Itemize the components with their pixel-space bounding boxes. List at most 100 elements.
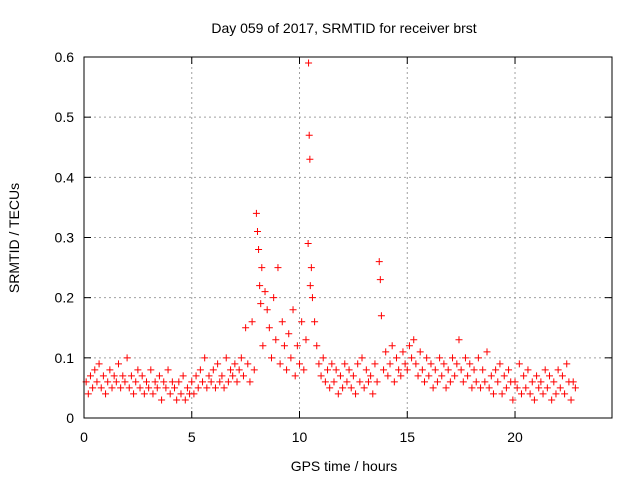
data-point	[464, 372, 472, 380]
data-point	[237, 354, 245, 362]
data-point	[250, 366, 258, 374]
data-point	[330, 378, 338, 386]
data-point	[102, 390, 110, 398]
data-point	[552, 390, 560, 398]
data-point	[222, 354, 230, 362]
data-point	[270, 294, 278, 302]
data-point	[369, 390, 377, 398]
data-point	[487, 372, 495, 380]
data-point	[149, 390, 157, 398]
data-point	[308, 294, 316, 302]
y-tick-label: 0.5	[55, 109, 75, 125]
data-point	[390, 378, 398, 386]
data-point	[438, 372, 446, 380]
data-point	[421, 378, 429, 386]
data-point	[142, 378, 150, 386]
data-point	[541, 366, 549, 374]
data-point	[261, 288, 269, 296]
data-point	[209, 366, 217, 374]
data-point	[291, 372, 299, 380]
data-point	[358, 354, 366, 362]
data-point	[106, 366, 114, 374]
data-point	[173, 396, 181, 404]
data-point	[168, 378, 176, 386]
data-point	[412, 360, 420, 368]
data-point	[311, 318, 319, 326]
data-point	[569, 378, 577, 386]
data-point	[556, 384, 564, 392]
data-point	[425, 372, 433, 380]
data-point	[354, 360, 362, 368]
data-point	[155, 372, 163, 380]
data-point	[93, 378, 101, 386]
data-point	[151, 378, 159, 386]
data-point	[307, 264, 315, 272]
data-point	[550, 378, 558, 386]
data-point	[453, 360, 461, 368]
data-point	[558, 372, 566, 380]
grid-lines	[84, 57, 612, 418]
data-point	[403, 366, 411, 374]
data-point	[321, 378, 329, 386]
data-point	[289, 306, 297, 314]
data-point	[397, 372, 405, 380]
data-point	[440, 360, 448, 368]
data-point	[345, 366, 353, 374]
data-point	[468, 384, 476, 392]
data-point	[466, 360, 474, 368]
data-point	[211, 384, 219, 392]
data-point	[537, 378, 545, 386]
data-point	[188, 378, 196, 386]
x-tick-label: 15	[399, 429, 415, 445]
data-point	[283, 366, 291, 374]
data-point	[257, 300, 265, 308]
data-point	[520, 372, 528, 380]
data-point	[455, 336, 463, 344]
data-point	[373, 378, 381, 386]
data-point	[494, 378, 502, 386]
data-point	[177, 390, 185, 398]
data-point	[214, 360, 222, 368]
data-point	[302, 336, 310, 344]
data-point	[258, 264, 266, 272]
data-point	[382, 348, 390, 356]
y-tick-label: 0	[66, 410, 74, 426]
data-point	[160, 378, 168, 386]
data-point	[317, 372, 325, 380]
data-point	[117, 384, 125, 392]
data-point	[127, 372, 135, 380]
data-point	[179, 372, 187, 380]
y-tick-label: 0.1	[55, 350, 75, 366]
data-point	[461, 354, 469, 362]
data-point	[567, 396, 575, 404]
y-axis-label: SRMTID / TECUs	[6, 183, 22, 293]
data-point	[134, 366, 142, 374]
data-point	[89, 384, 97, 392]
data-point	[401, 360, 409, 368]
data-point	[263, 306, 271, 314]
data-point	[433, 378, 441, 386]
data-point	[306, 282, 314, 290]
data-point	[326, 384, 334, 392]
data-point	[386, 360, 394, 368]
data-point	[162, 384, 170, 392]
data-point	[305, 59, 313, 67]
data-point	[405, 342, 413, 350]
axis-ticks: 0 0.1 0.2 0.3 0.4 0.5 0.6 0 5 10 15 20	[55, 49, 612, 445]
data-point	[138, 372, 146, 380]
data-point	[376, 276, 384, 284]
data-point	[108, 384, 116, 392]
data-point	[296, 360, 304, 368]
x-tick-label: 0	[80, 429, 88, 445]
data-point	[255, 246, 263, 254]
data-point	[285, 330, 293, 338]
data-point	[196, 366, 204, 374]
data-point	[324, 366, 332, 374]
data-point	[459, 378, 467, 386]
data-point	[356, 378, 364, 386]
data-point	[132, 378, 140, 386]
data-point	[99, 372, 107, 380]
data-point	[166, 390, 174, 398]
data-point	[123, 354, 131, 362]
data-point	[367, 372, 375, 380]
